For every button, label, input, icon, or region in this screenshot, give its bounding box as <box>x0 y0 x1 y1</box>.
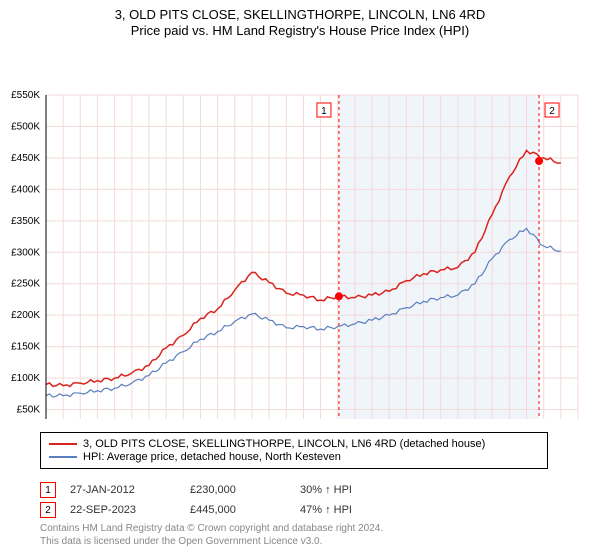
table-row: 1 27-JAN-2012 £230,000 30% ↑ HPI <box>40 482 410 498</box>
sales-table: 1 27-JAN-2012 £230,000 30% ↑ HPI 2 22-SE… <box>40 478 410 522</box>
svg-text:£150K: £150K <box>11 342 40 353</box>
legend-swatch-subject <box>49 443 77 445</box>
svg-text:2: 2 <box>549 106 555 117</box>
legend-label-hpi: HPI: Average price, detached house, Nort… <box>83 451 341 463</box>
sale-marker-1: 1 <box>40 482 56 498</box>
svg-text:£50K: £50K <box>17 405 41 416</box>
chart-title-line1: 3, OLD PITS CLOSE, SKELLINGTHORPE, LINCO… <box>0 7 600 22</box>
sale-pct: 30% ↑ HPI <box>300 484 410 496</box>
legend-row-subject: 3, OLD PITS CLOSE, SKELLINGTHORPE, LINCO… <box>49 438 539 450</box>
svg-text:1: 1 <box>321 106 327 117</box>
sale-date: 27-JAN-2012 <box>70 484 190 496</box>
chart-title-line2: Price paid vs. HM Land Registry's House … <box>0 23 600 38</box>
legend-label-subject: 3, OLD PITS CLOSE, SKELLINGTHORPE, LINCO… <box>83 438 485 450</box>
svg-text:£500K: £500K <box>11 121 40 132</box>
legend-swatch-hpi <box>49 456 77 458</box>
footer-attribution: Contains HM Land Registry data © Crown c… <box>40 522 383 548</box>
chart-title-area: 3, OLD PITS CLOSE, SKELLINGTHORPE, LINCO… <box>0 0 600 38</box>
footer-line2: This data is licensed under the Open Gov… <box>40 535 383 548</box>
table-row: 2 22-SEP-2023 £445,000 47% ↑ HPI <box>40 502 410 518</box>
sale-price: £230,000 <box>190 484 300 496</box>
footer-line1: Contains HM Land Registry data © Crown c… <box>40 522 383 535</box>
price-chart: £0£50K£100K£150K£200K£250K£300K£350K£400… <box>0 39 600 419</box>
svg-text:£350K: £350K <box>11 216 40 227</box>
sale-price: £445,000 <box>190 504 300 516</box>
svg-text:£400K: £400K <box>11 184 40 195</box>
svg-text:£250K: £250K <box>11 279 40 290</box>
sale-pct: 47% ↑ HPI <box>300 504 410 516</box>
svg-text:£450K: £450K <box>11 153 40 164</box>
svg-text:£550K: £550K <box>11 90 40 101</box>
svg-text:£300K: £300K <box>11 247 40 258</box>
sale-date: 22-SEP-2023 <box>70 504 190 516</box>
legend: 3, OLD PITS CLOSE, SKELLINGTHORPE, LINCO… <box>40 432 548 469</box>
legend-row-hpi: HPI: Average price, detached house, Nort… <box>49 451 539 463</box>
sale-marker-2: 2 <box>40 502 56 518</box>
svg-text:£200K: £200K <box>11 310 40 321</box>
svg-text:£100K: £100K <box>11 373 40 384</box>
